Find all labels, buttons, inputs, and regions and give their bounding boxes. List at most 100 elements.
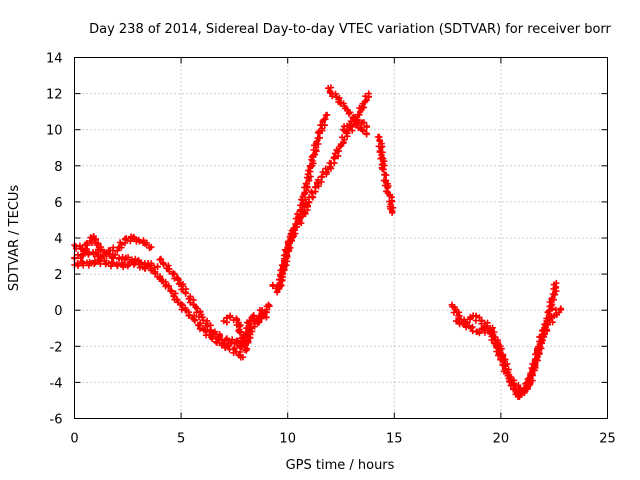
y-tick-label: 8 — [54, 160, 62, 175]
data-point-trail — [461, 313, 474, 326]
data-point-trail — [74, 258, 86, 269]
data-point-trail — [386, 192, 397, 215]
series-arc-13 — [452, 279, 560, 401]
data-point-trail — [539, 307, 553, 338]
data-point-trail — [122, 254, 136, 265]
data-point-trail — [472, 312, 485, 324]
data-point-trail — [85, 249, 97, 258]
data-point-trail — [487, 324, 501, 346]
x-axis-label: GPS time / hours — [286, 458, 395, 473]
data-point-trail — [318, 165, 331, 181]
y-axis-label: SDTVAR / TECUs — [7, 185, 22, 292]
plot-area-frame — [74, 57, 608, 419]
data-point-trail — [274, 266, 288, 295]
data-point-trail — [80, 258, 93, 269]
data-point — [363, 122, 370, 130]
data-point-trail — [135, 257, 148, 268]
data-point-trail — [226, 312, 240, 324]
y-tick-label: 14 — [46, 52, 63, 67]
grid-lines — [74, 57, 608, 419]
data-point-trail — [356, 93, 372, 114]
data-point — [154, 263, 161, 271]
y-tick-label: 6 — [54, 196, 62, 211]
data-point-trail — [216, 332, 231, 344]
data-point-trail — [123, 233, 135, 245]
data-point-trail — [494, 343, 509, 369]
data-point-trail — [381, 178, 392, 195]
data-point — [148, 243, 155, 251]
data-point-trail — [309, 129, 323, 159]
data-point-trail — [287, 225, 299, 243]
data-point-trail — [225, 341, 238, 357]
chart-title: Day 238 of 2014, Sidereal Day-to-day VTE… — [89, 22, 611, 37]
data-point — [156, 274, 163, 281]
data-point — [265, 301, 272, 308]
data-point-trail — [546, 281, 560, 312]
data-point-trail — [192, 303, 205, 320]
data-point-trail — [527, 356, 541, 378]
series-arc-4 — [156, 255, 247, 349]
x-tick-label: 25 — [599, 432, 616, 447]
data-point-trail — [110, 251, 123, 263]
data-point-trail — [166, 265, 178, 282]
data-point-trail — [515, 382, 524, 394]
x-tick-label: 10 — [279, 432, 296, 447]
data-point — [239, 353, 247, 361]
data-point-trail — [279, 238, 294, 273]
data-point-trail — [174, 275, 190, 293]
data-point-trail — [72, 242, 84, 252]
data-point-trail — [98, 251, 107, 262]
y-tick-label: 10 — [46, 124, 63, 139]
data-point-trail — [241, 319, 253, 341]
data-point-trail — [329, 90, 339, 100]
y-tick-label: -2 — [50, 340, 63, 355]
data-point-trail — [533, 333, 548, 358]
data-point-trail — [130, 233, 140, 245]
data-point-trail — [313, 173, 325, 190]
x-tick-label: 0 — [70, 432, 78, 447]
data-point-trail — [374, 133, 386, 156]
data-point-trail — [218, 340, 229, 351]
data-point — [553, 279, 560, 287]
data-point-trail — [302, 153, 317, 187]
data-point-trail — [354, 116, 365, 127]
data-point-trail — [110, 244, 122, 254]
x-tick-label: 20 — [493, 432, 510, 447]
data-point-trail — [105, 247, 114, 258]
data-point-trail — [469, 323, 480, 335]
y-tick-label: 4 — [54, 232, 62, 247]
data-point-trail — [233, 337, 244, 350]
series-arc-6 — [233, 307, 270, 351]
data-point — [363, 130, 370, 137]
y-tick-label: 12 — [46, 88, 63, 103]
axis-ticks: 0 5 10 15 20 25 -6 -4 -2 0 2 4 6 8 10 12 14 — [46, 52, 616, 447]
data-point — [322, 112, 330, 119]
y-tick-label: 0 — [54, 304, 62, 319]
data-point — [263, 314, 270, 321]
series-arc-1 — [71, 256, 247, 361]
series-arc-10 — [339, 116, 370, 134]
data-point — [557, 305, 564, 312]
data-point-trail — [143, 239, 153, 252]
data-point-trail — [315, 111, 331, 135]
x-tick-label: 15 — [386, 432, 403, 447]
data-point-trail — [238, 337, 248, 351]
data-point-trail — [360, 119, 370, 131]
data-point-trail — [83, 234, 96, 247]
data-point-trail — [223, 314, 231, 326]
data-point — [452, 317, 460, 325]
data-point-trail — [337, 100, 349, 112]
data-point-trail — [449, 303, 462, 316]
data-point — [365, 90, 372, 97]
data-point — [312, 184, 319, 191]
y-tick-label: -4 — [50, 376, 63, 391]
series-arc-11 — [374, 133, 397, 216]
data-point-trail — [478, 319, 491, 332]
x-tick-label: 5 — [177, 432, 185, 447]
data-point-trail — [148, 260, 161, 271]
y-tick-label: -6 — [50, 413, 63, 428]
y-tick-label: 2 — [54, 268, 62, 283]
data-points — [71, 84, 565, 401]
series-arc-9 — [325, 84, 370, 138]
